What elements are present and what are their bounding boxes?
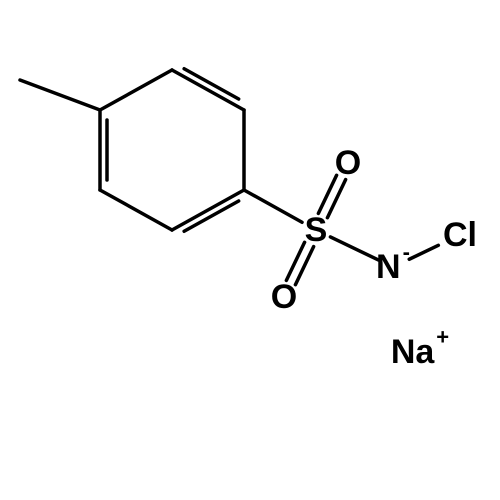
chemical-structure-diagram: SO O N- Cl Na+: [0, 0, 500, 500]
atom-label-Na: Na+: [391, 324, 449, 371]
atom-label-O_bot: O: [271, 278, 297, 316]
atom-label-N: N-: [376, 239, 410, 286]
atom-label-Cl: Cl: [443, 216, 477, 254]
atom-label-O_top: O: [335, 144, 361, 182]
atom-label-S: S: [305, 211, 328, 249]
